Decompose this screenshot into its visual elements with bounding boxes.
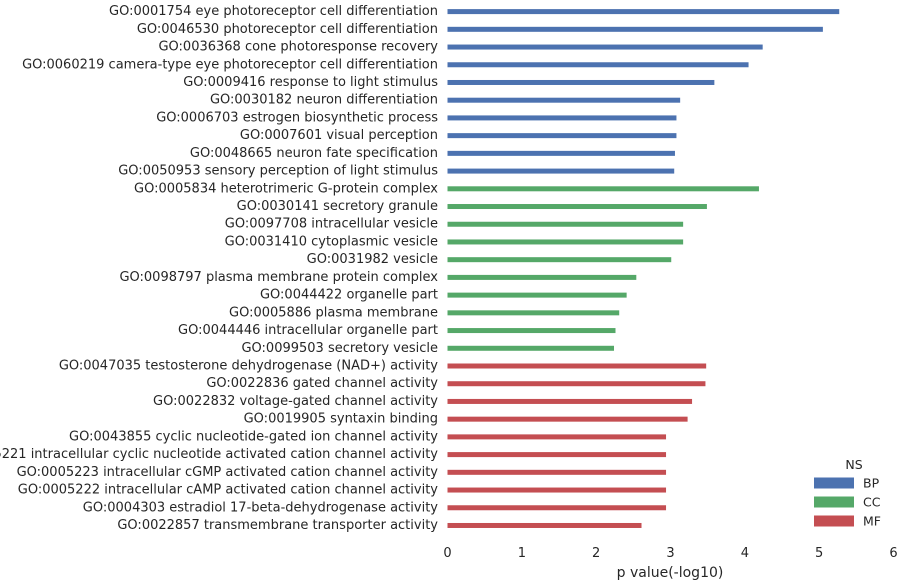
bar-bp (447, 97, 681, 103)
x-tick-label: 0 (443, 546, 451, 561)
category-labels: GO:0001754 eye photoreceptor cell differ… (0, 4, 438, 533)
category-label: GO:0099503 secretory vesicle (241, 341, 438, 356)
bar-mf (447, 469, 667, 475)
bar-cc (447, 239, 684, 245)
category-label: GO:0001754 eye photoreceptor cell differ… (109, 4, 438, 19)
bar-cc (447, 274, 637, 280)
bar-bp (447, 79, 715, 85)
x-tick-label: 2 (592, 546, 600, 561)
category-label: GO:0005834 heterotrimeric G-protein comp… (134, 181, 438, 196)
legend-label-cc: CC (863, 495, 881, 510)
bar-cc (447, 345, 615, 351)
category-label: GO:0031410 cytoplasmic vesicle (225, 234, 438, 249)
category-label: GO:0009416 response to light stimulus (183, 75, 438, 90)
legend-label-mf: MF (863, 514, 881, 529)
x-tick-label: 4 (741, 546, 749, 561)
category-label: GO:0030141 secretory granule (237, 199, 438, 214)
category-label: GO:0022857 transmembrane transporter act… (117, 518, 438, 533)
x-axis: 0 1 2 3 4 5 6 (443, 546, 897, 561)
category-label: GO:0047035 testosterone dehydrogenase (N… (59, 359, 438, 374)
category-label: GO:0048665 neuron fate specification (190, 146, 438, 161)
bar-cc (447, 310, 620, 316)
bar-mf (447, 398, 693, 404)
bar-mf (447, 434, 667, 440)
category-label: GO:0030182 neuron differentiation (210, 93, 438, 108)
legend-swatch-mf (814, 515, 854, 527)
category-label: GO:0044422 organelle part (260, 288, 438, 303)
bar-mf (447, 381, 706, 387)
bar-bp (447, 150, 675, 156)
bar-mf (447, 416, 688, 422)
x-tick-label: 6 (889, 546, 897, 561)
category-label: GO:0005886 plasma membrane (229, 305, 438, 320)
bar-cc (447, 221, 684, 227)
legend: NS BP CC MF (814, 457, 881, 529)
bar-bp (447, 115, 677, 121)
bar-mf (447, 505, 667, 511)
category-label: GO:0098797 plasma membrane protein compl… (119, 270, 438, 285)
x-tick-label: 5 (815, 546, 823, 561)
bar-cc (447, 328, 616, 334)
category-label: GO:0036368 cone photoresponse recovery (158, 40, 438, 55)
category-label: GO:0022836 gated channel activity (206, 376, 438, 391)
bar-bp (447, 62, 749, 68)
category-label: GO:0050953 sensory perception of light s… (118, 164, 438, 179)
category-label: GO:0019905 syntaxin binding (244, 412, 438, 427)
x-tick-label: 3 (666, 546, 674, 561)
category-label: GO:0005223 intracellular cGMP activated … (17, 465, 439, 480)
bar-cc (447, 186, 759, 192)
bar-mf (447, 487, 667, 493)
x-tick-label: 1 (518, 546, 526, 561)
category-label: GO:0005222 intracellular cAMP activated … (18, 483, 439, 498)
category-label: GO:0004303 estradiol 17-beta-dehydrogena… (83, 500, 438, 515)
category-label: GO:0006703 estrogen biosynthetic process (156, 110, 438, 125)
bar-cc (447, 204, 707, 210)
bar-mf (447, 522, 642, 528)
category-label: GO:0031982 vesicle (307, 252, 438, 267)
bar-bp (447, 9, 840, 15)
category-label: GO:0005221 intracellular cyclic nucleoti… (0, 447, 438, 462)
bar-bp (447, 26, 823, 32)
bar-bp (447, 44, 763, 50)
legend-label-bp: BP (863, 476, 880, 491)
x-axis-title: p value(-log10) (617, 565, 724, 581)
category-label: GO:0097708 intracellular vesicle (225, 217, 438, 232)
bar-mf (447, 363, 707, 369)
legend-swatch-cc (814, 496, 854, 508)
bar-cc (447, 292, 627, 298)
bars-layer (447, 9, 840, 528)
category-label: GO:0044446 intracellular organelle part (178, 323, 438, 338)
category-label: GO:0022832 voltage-gated channel activit… (153, 394, 438, 409)
category-label: GO:0007601 visual perception (240, 128, 438, 143)
bar-mf (447, 452, 667, 458)
category-label: GO:0043855 cyclic nucleotide-gated ion c… (69, 429, 438, 444)
category-label: GO:0046530 photoreceptor cell differenti… (137, 22, 438, 37)
bar-bp (447, 168, 675, 174)
category-label: GO:0060219 camera-type eye photoreceptor… (22, 57, 438, 72)
legend-swatch-bp (814, 477, 854, 489)
bar-cc (447, 257, 672, 263)
legend-title: NS (845, 457, 862, 472)
bar-bp (447, 133, 677, 139)
